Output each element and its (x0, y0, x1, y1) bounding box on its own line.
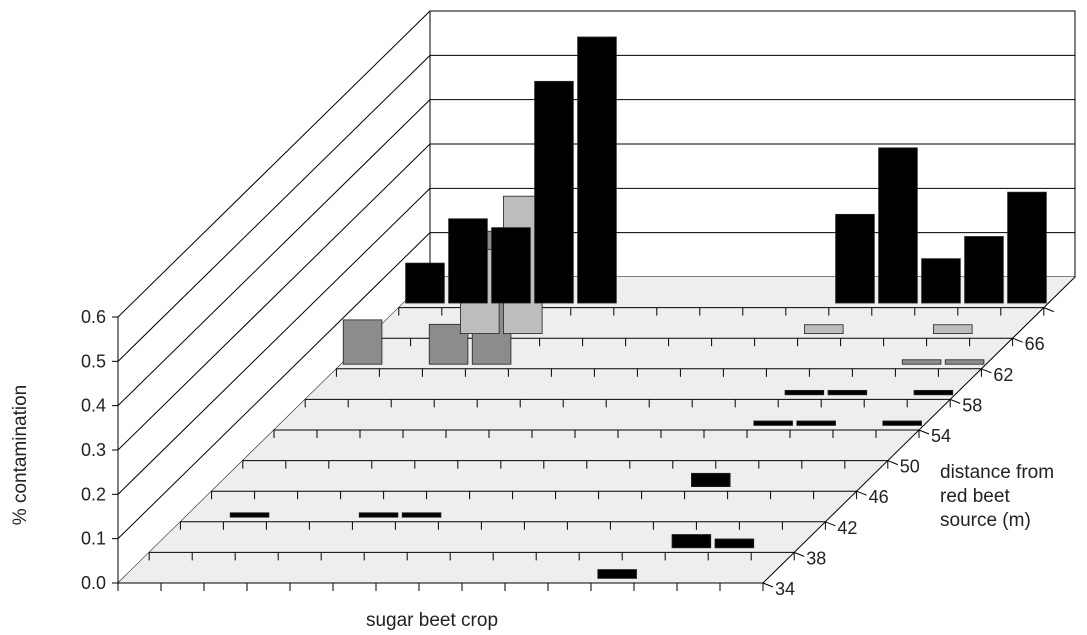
row-tick (825, 521, 836, 527)
row-label: 62 (993, 365, 1013, 385)
bar (671, 534, 712, 549)
left-wall-gridline (117, 187, 431, 495)
z-tick-label: 0.3 (81, 440, 106, 460)
bar (342, 319, 383, 365)
left-wall-gridline (117, 54, 431, 362)
bar (964, 236, 1004, 304)
bar (534, 80, 574, 304)
bar (577, 36, 617, 304)
row-tick (1012, 337, 1023, 343)
bar (1007, 191, 1047, 304)
row-tick (856, 490, 867, 496)
bar (753, 420, 793, 426)
bar (401, 512, 442, 518)
chart-bars (229, 36, 1047, 579)
row-tick (887, 460, 898, 466)
bar (448, 218, 488, 304)
left-wall-gridline (117, 10, 431, 318)
bar (229, 512, 270, 518)
z-tick-label: 0.4 (81, 396, 106, 416)
floor-right-edge (762, 276, 1076, 584)
left-wall-gridline (117, 143, 431, 451)
bar (835, 213, 875, 304)
row-label: 34 (775, 579, 795, 599)
bar (796, 420, 836, 426)
z-tick-label: 0.5 (81, 351, 106, 371)
row-label: 66 (1025, 334, 1045, 354)
row-tick (794, 551, 805, 557)
row-tick (918, 429, 930, 435)
bar (405, 262, 445, 304)
bar (358, 512, 399, 518)
row-label: 54 (931, 426, 951, 446)
row-label: 58 (962, 395, 982, 415)
bar (827, 389, 868, 396)
bar (714, 538, 755, 549)
z-tick-label: 0.6 (81, 307, 106, 327)
bar (882, 420, 922, 426)
z-tick-label: 0.1 (81, 529, 106, 549)
row-label: 38 (806, 548, 826, 568)
bar (933, 324, 973, 335)
x-axis-title: sugar beet crop (366, 610, 498, 631)
z-tick-label: 0.0 (81, 573, 106, 593)
row-tick (950, 398, 961, 404)
bar (913, 389, 954, 396)
row-tick (981, 368, 992, 374)
bar (597, 569, 637, 579)
bar (901, 359, 942, 365)
bar (491, 227, 531, 304)
left-wall-gridline (117, 99, 431, 407)
z-tick-label: 0.2 (81, 484, 106, 504)
left-wall-gridline (117, 232, 431, 540)
y-axis-title: distance from red beet source (m) (940, 462, 1054, 531)
bar (944, 359, 985, 365)
chart-labels: % contamination sugar beet crop distance… (10, 307, 1054, 631)
row-tick (1043, 307, 1054, 313)
row-label: 42 (837, 518, 857, 538)
z-axis-title: % contamination (10, 385, 31, 525)
row-label: 46 (869, 487, 889, 507)
row-label: 50 (900, 457, 920, 477)
bar (921, 258, 961, 304)
bar (691, 472, 731, 488)
bar (804, 324, 844, 335)
bar (784, 389, 825, 396)
row-tick (762, 582, 774, 588)
bar (878, 147, 918, 304)
